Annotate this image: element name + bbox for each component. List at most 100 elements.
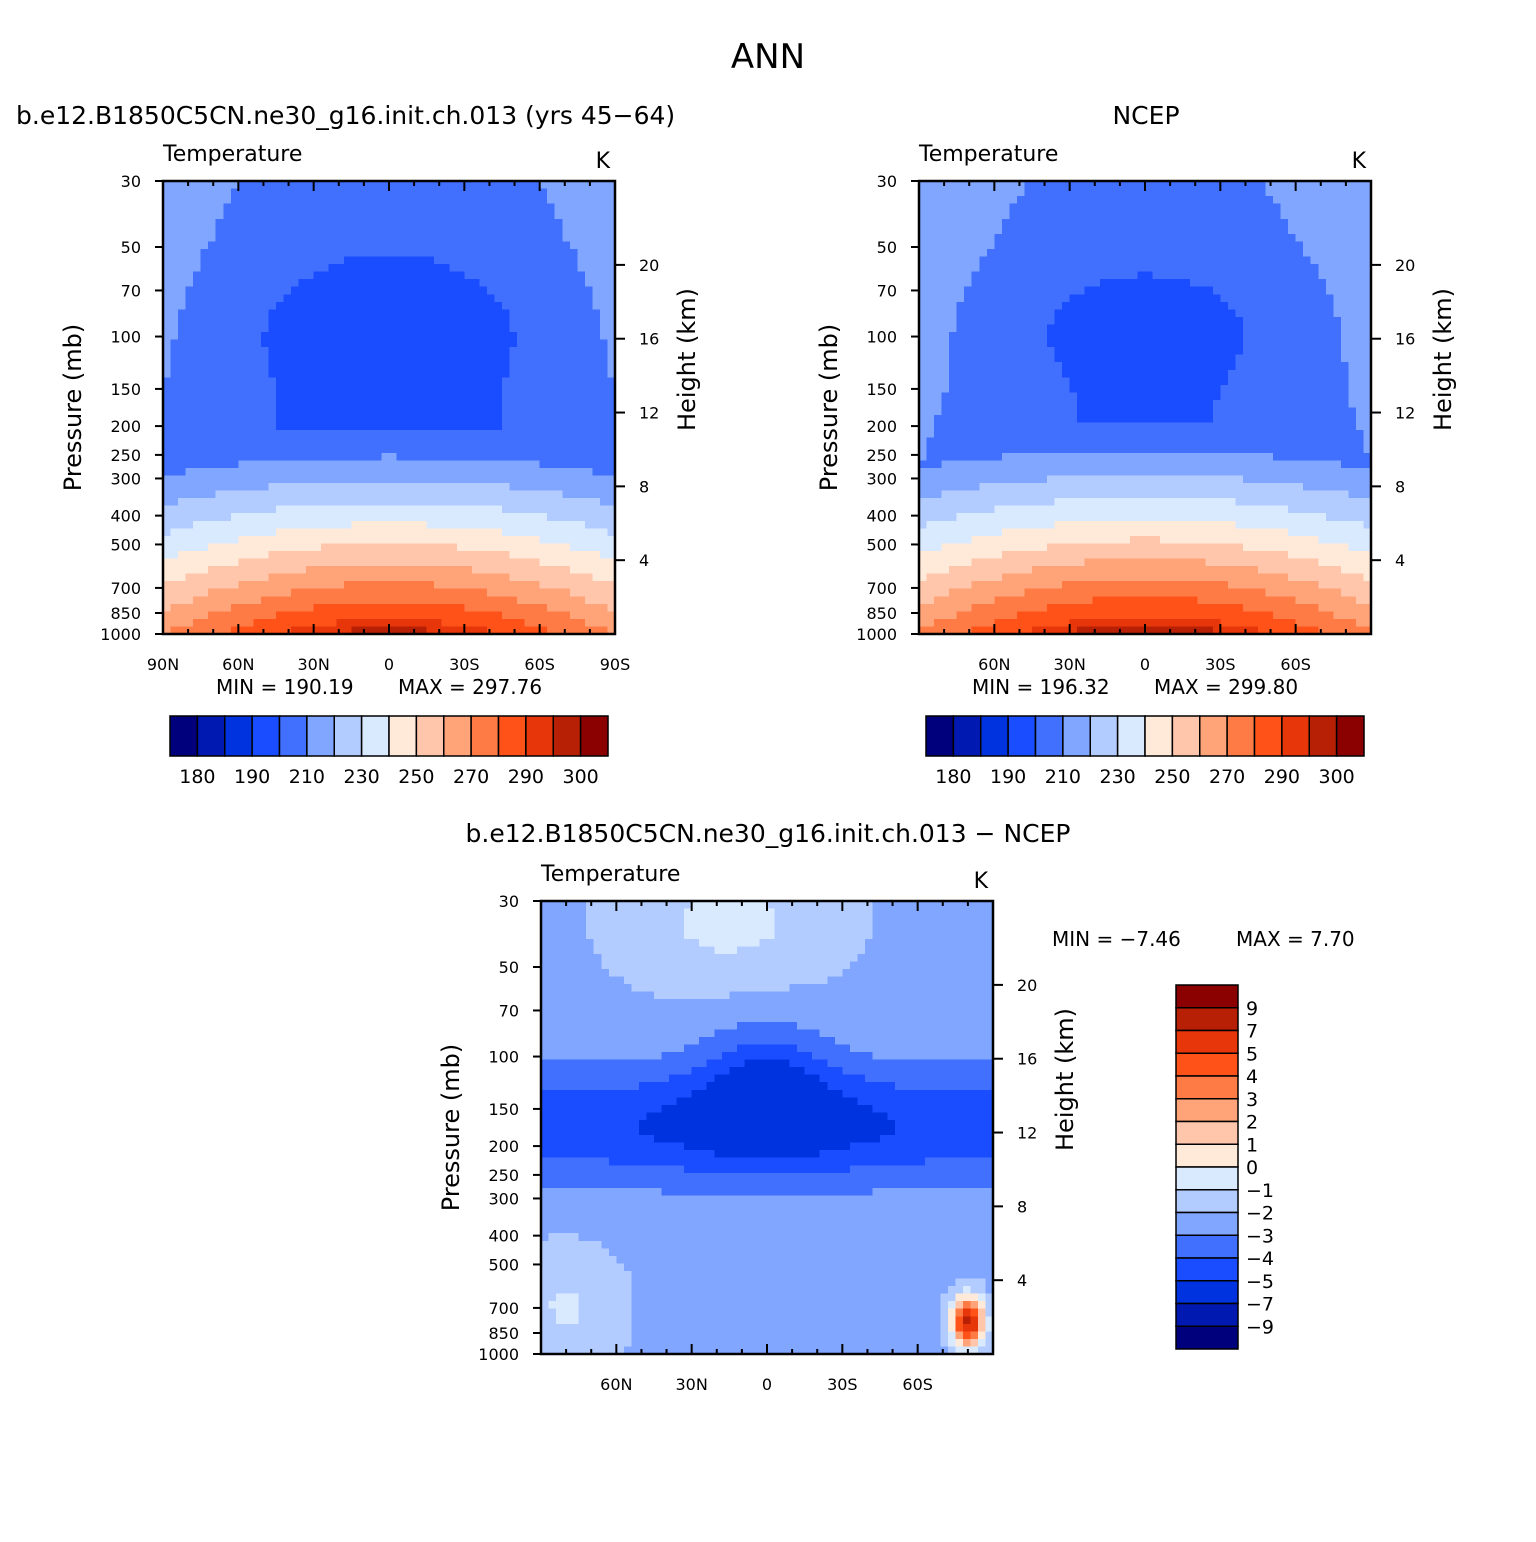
model-heatmap-cell: [479, 204, 487, 212]
model-heatmap-cell: [359, 241, 367, 249]
ncep-heatmap-cell: [1145, 226, 1153, 234]
ncep-heatmap-cell: [1183, 324, 1191, 332]
model-heatmap-cell: [246, 581, 254, 589]
model-heatmap-cell: [397, 506, 405, 514]
model-heatmap-cell: [186, 309, 194, 317]
model-heatmap-cell: [321, 559, 329, 567]
model-heatmap-cell: [231, 400, 239, 408]
model-heatmap-cell: [299, 279, 307, 287]
ncep-heatmap-cell: [1198, 324, 1206, 332]
model-heatmap-cell: [457, 408, 465, 416]
ncep-heatmap-cell: [1062, 332, 1070, 340]
model-heatmap-cell: [208, 196, 216, 204]
model-heatmap-cell: [600, 347, 608, 355]
model-heatmap-cell: [284, 332, 292, 340]
model-heatmap-cell: [464, 506, 472, 514]
model-heatmap-cell: [216, 219, 224, 227]
model-heatmap-cell: [253, 559, 261, 567]
model-heatmap-cell: [208, 491, 216, 499]
model-heatmap-cell: [321, 347, 329, 355]
ncep-heatmap-cell: [1326, 241, 1334, 249]
model-heatmap-cell: [201, 309, 209, 317]
ncep-heatmap-cell: [1356, 196, 1364, 204]
model-heatmap-cell: [299, 491, 307, 499]
model-heatmap-cell: [457, 204, 465, 212]
model-heatmap-cell: [449, 536, 457, 544]
ncep-heatmap-cell: [994, 332, 1002, 340]
model-heatmap-cell: [291, 475, 299, 483]
ncep-heatmap-cell: [1198, 257, 1206, 265]
model-heatmap-cell: [306, 581, 314, 589]
model-heatmap-cell: [276, 332, 284, 340]
ncep-heatmap-cell: [1175, 264, 1183, 272]
model-heatmap-cell: [276, 347, 284, 355]
model-heatmap-cell: [494, 347, 502, 355]
model-heatmap-cell: [253, 272, 261, 280]
model-heatmap-cell: [540, 226, 548, 234]
model-heatmap-cell: [216, 408, 224, 416]
model-heatmap-cell: [547, 196, 555, 204]
ncep-heatmap-cell: [994, 264, 1002, 272]
model-heatmap-cell: [261, 377, 269, 385]
model-heatmap-cell: [366, 257, 374, 265]
ncep-heatmap-cell: [1341, 196, 1349, 204]
ncep-heatmap-cell: [1258, 211, 1266, 219]
model-heatmap-cell: [585, 528, 593, 536]
model-heatmap-cell: [600, 370, 608, 378]
ncep-heatmap-cell: [1055, 204, 1063, 212]
model-heatmap-cell: [291, 340, 299, 348]
model-heatmap-cell: [223, 408, 231, 416]
model-heatmap-cell: [479, 302, 487, 310]
model-heatmap-cell: [299, 483, 307, 491]
model-heatmap-cell: [464, 551, 472, 559]
ncep-heatmap-cell: [1318, 189, 1326, 197]
model-heatmap-cell: [562, 543, 570, 551]
model-heatmap-cell: [472, 574, 480, 582]
model-heatmap-cell: [562, 332, 570, 340]
model-heatmap-cell: [532, 506, 540, 514]
model-heatmap-cell: [540, 324, 548, 332]
model-heatmap-cell: [397, 264, 405, 272]
model-heatmap-cell: [389, 317, 397, 325]
model-heatmap-cell: [351, 324, 359, 332]
model-heatmap-cell: [253, 551, 261, 559]
model-heatmap-cell: [351, 513, 359, 521]
model-heatmap-cell: [268, 249, 276, 257]
ncep-heatmap-cell: [934, 340, 942, 348]
model-heatmap-cell: [449, 294, 457, 302]
model-heatmap-cell: [502, 483, 510, 491]
model-heatmap-cell: [562, 355, 570, 363]
model-heatmap-cell: [321, 438, 329, 446]
ncep-heatmap-cell: [1235, 226, 1243, 234]
model-heatmap-cell: [510, 543, 518, 551]
model-heatmap-cell: [532, 264, 540, 272]
model-heatmap-cell: [231, 438, 239, 446]
model-heatmap-cell: [525, 604, 533, 612]
ncep-heatmap-cell: [957, 279, 965, 287]
model-heatmap-cell: [419, 491, 427, 499]
model-heatmap-cell: [532, 392, 540, 400]
model-heatmap-cell: [186, 279, 194, 287]
model-heatmap-cell: [479, 551, 487, 559]
model-heatmap-cell: [570, 445, 578, 453]
ncep-heatmap-cell: [1296, 309, 1304, 317]
model-heatmap-cell: [547, 264, 555, 272]
model-heatmap-cell: [329, 392, 337, 400]
model-heatmap-cell: [517, 317, 525, 325]
ncep-heatmap-cell: [1318, 279, 1326, 287]
model-heatmap-cell: [592, 317, 600, 325]
ncep-heatmap-cell: [1228, 264, 1236, 272]
ncep-heatmap-cell: [1145, 264, 1153, 272]
model-heatmap-cell: [178, 377, 186, 385]
model-heatmap-cell: [427, 309, 435, 317]
ncep-heatmap-cell: [1017, 279, 1025, 287]
model-heatmap-cell: [253, 611, 261, 619]
model-heatmap-cell: [449, 211, 457, 219]
model-heatmap-cell: [412, 400, 420, 408]
model-heatmap-cell: [592, 581, 600, 589]
model-heatmap-cell: [171, 460, 179, 468]
ncep-heatmap-cell: [1205, 196, 1213, 204]
ncep-heatmap-cell: [1024, 279, 1032, 287]
model-heatmap-cell: [449, 483, 457, 491]
model-heatmap-cell: [434, 445, 442, 453]
